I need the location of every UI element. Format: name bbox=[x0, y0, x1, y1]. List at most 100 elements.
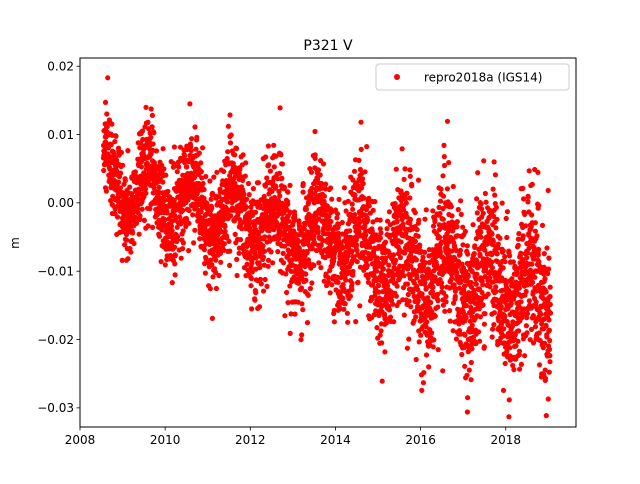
data-point bbox=[522, 353, 528, 359]
data-point bbox=[285, 201, 291, 207]
data-point bbox=[309, 246, 315, 252]
data-point bbox=[213, 257, 219, 263]
data-point bbox=[341, 306, 347, 312]
data-point bbox=[227, 140, 234, 146]
data-point bbox=[397, 254, 403, 261]
data-point bbox=[111, 151, 117, 157]
data-point bbox=[541, 251, 547, 257]
data-point bbox=[448, 271, 455, 277]
data-point bbox=[101, 167, 107, 174]
data-point bbox=[487, 284, 493, 290]
data-point bbox=[191, 240, 197, 246]
data-point bbox=[311, 233, 317, 239]
data-point bbox=[479, 289, 485, 296]
data-point bbox=[500, 265, 506, 271]
data-point bbox=[428, 299, 434, 306]
data-point bbox=[394, 283, 400, 289]
data-point bbox=[114, 214, 121, 220]
data-point bbox=[260, 243, 266, 249]
data-point bbox=[246, 192, 252, 198]
data-point bbox=[352, 212, 358, 218]
data-point bbox=[463, 315, 469, 321]
data-point bbox=[237, 217, 243, 223]
legend: repro2018a (IGS14) bbox=[375, 63, 570, 91]
data-point bbox=[385, 218, 391, 224]
data-point bbox=[508, 301, 514, 307]
data-point bbox=[443, 299, 449, 305]
data-point bbox=[255, 180, 262, 186]
data-point bbox=[303, 271, 309, 277]
data-point bbox=[418, 332, 424, 338]
data-point bbox=[401, 312, 407, 318]
data-point bbox=[457, 247, 463, 253]
data-point bbox=[266, 162, 272, 168]
data-point bbox=[473, 276, 479, 282]
data-point bbox=[256, 304, 263, 310]
data-point bbox=[248, 283, 254, 289]
data-point bbox=[457, 285, 463, 291]
data-point bbox=[457, 251, 463, 257]
data-point bbox=[137, 213, 143, 219]
data-point bbox=[530, 313, 537, 319]
data-point bbox=[339, 219, 345, 226]
data-point bbox=[423, 285, 429, 291]
data-point bbox=[300, 181, 306, 187]
data-point bbox=[232, 231, 238, 237]
data-point bbox=[424, 319, 430, 325]
data-point bbox=[312, 128, 318, 135]
data-point bbox=[207, 178, 213, 184]
data-point bbox=[413, 257, 419, 263]
data-point bbox=[213, 269, 219, 276]
data-point bbox=[502, 360, 508, 367]
data-point bbox=[543, 413, 549, 419]
data-point bbox=[499, 200, 505, 206]
data-point bbox=[536, 330, 542, 336]
data-point bbox=[378, 328, 384, 334]
data-point bbox=[440, 193, 447, 199]
data-point bbox=[176, 164, 182, 170]
data-point bbox=[542, 367, 548, 373]
data-point bbox=[163, 172, 169, 178]
data-point bbox=[362, 169, 368, 175]
data-point bbox=[504, 234, 510, 241]
data-point bbox=[148, 134, 154, 140]
data-point bbox=[108, 198, 114, 204]
data-point bbox=[194, 134, 200, 140]
data-point bbox=[407, 173, 413, 179]
data-point bbox=[151, 185, 157, 191]
data-point bbox=[497, 235, 503, 241]
data-point bbox=[391, 252, 397, 258]
data-point bbox=[287, 209, 293, 215]
data-point bbox=[430, 284, 436, 290]
data-point bbox=[518, 361, 525, 367]
data-point bbox=[198, 169, 204, 175]
data-point bbox=[261, 288, 267, 294]
data-point bbox=[448, 204, 454, 210]
data-point bbox=[357, 303, 363, 309]
data-point bbox=[534, 233, 540, 239]
data-point bbox=[345, 319, 351, 325]
data-point bbox=[429, 288, 435, 295]
data-point bbox=[196, 150, 202, 156]
data-point bbox=[459, 351, 465, 358]
data-point bbox=[471, 287, 477, 293]
data-point bbox=[426, 364, 432, 370]
data-point bbox=[209, 205, 215, 211]
data-point bbox=[216, 272, 222, 279]
y-tick-label: −0.02 bbox=[37, 333, 74, 347]
data-point bbox=[536, 259, 542, 265]
data-point bbox=[379, 378, 385, 384]
data-point bbox=[515, 338, 521, 344]
data-point bbox=[250, 186, 256, 192]
data-point bbox=[228, 213, 234, 219]
data-point bbox=[406, 298, 412, 304]
data-point bbox=[524, 315, 530, 321]
data-point bbox=[500, 248, 506, 254]
data-point bbox=[134, 220, 140, 226]
data-point bbox=[340, 282, 346, 288]
data-point bbox=[374, 325, 380, 331]
data-point bbox=[237, 166, 243, 172]
data-point bbox=[419, 268, 425, 274]
data-point bbox=[105, 75, 111, 81]
data-point bbox=[487, 275, 493, 281]
